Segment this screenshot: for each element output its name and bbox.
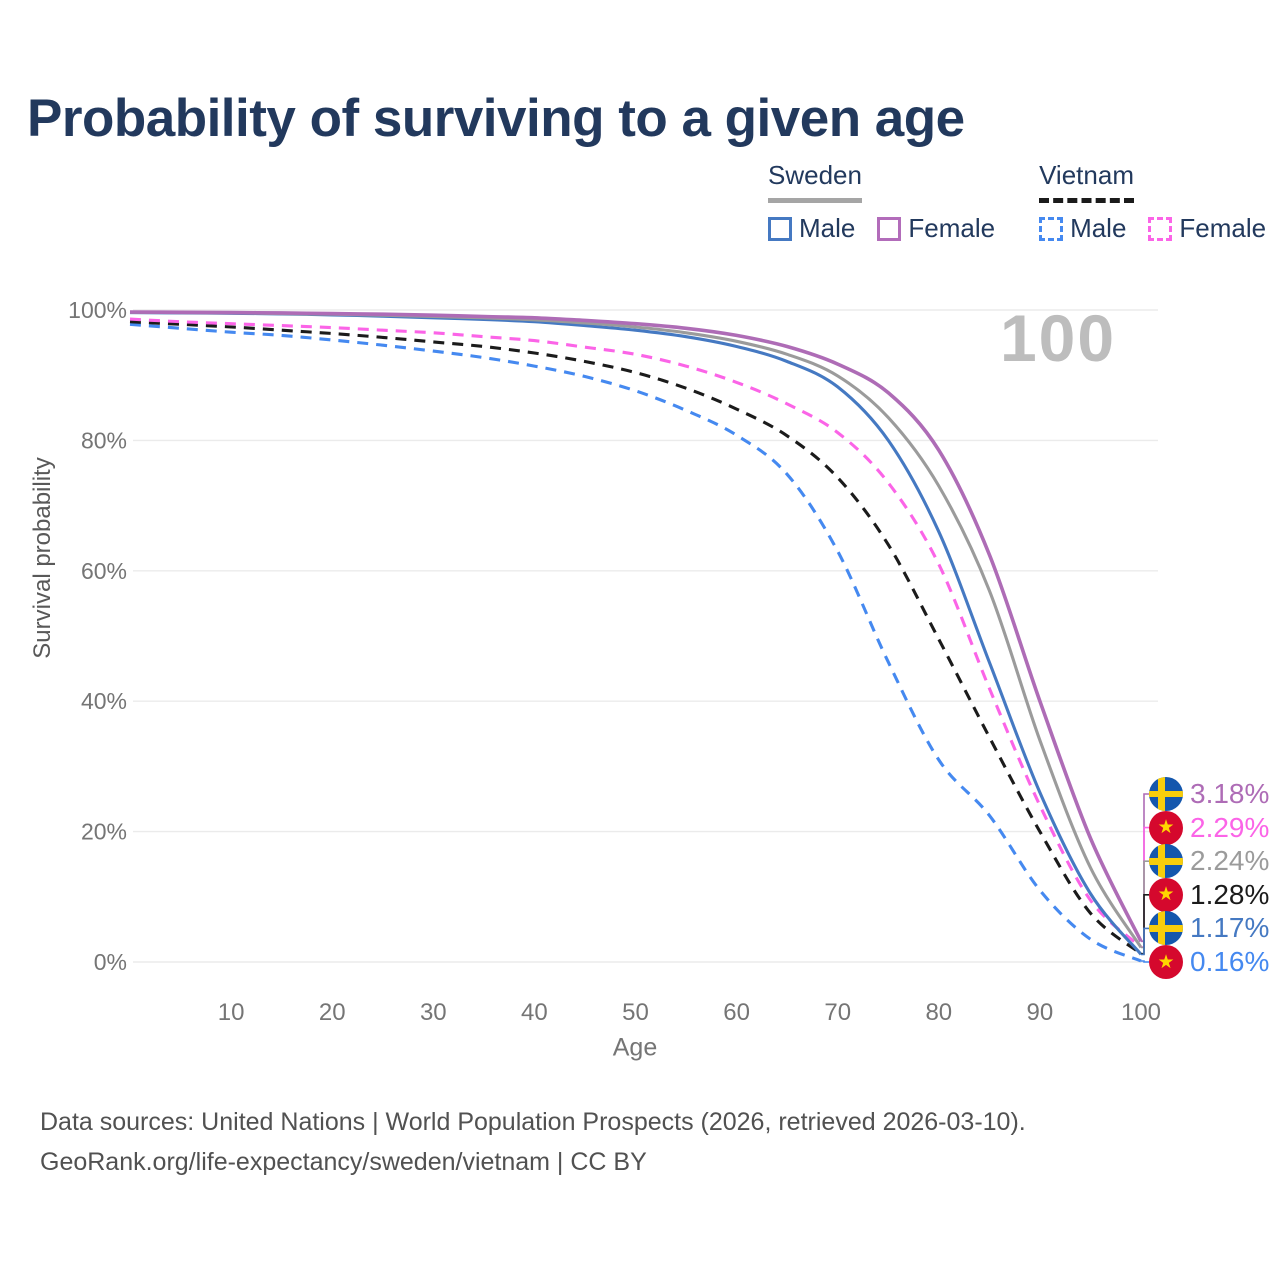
x-axis-label: Age — [612, 1033, 658, 1062]
flag-cross-bar — [1158, 844, 1165, 879]
flag-cross-bar — [1149, 857, 1183, 865]
x-tick-label: 20 — [319, 999, 346, 1026]
end-label-value: 0.16% — [1190, 946, 1270, 977]
y-axis-label: Survival probability — [29, 457, 56, 659]
y-tick-label: 0% — [94, 949, 127, 975]
end-label-row-sweden-male: 1.17% — [1149, 911, 1270, 946]
footer-data-sources: Data sources: United Nations | World Pop… — [40, 1108, 1026, 1136]
end-label-row-sweden-female: 3.18% — [1149, 777, 1269, 811]
legend-item-vietnam-female: Female — [1148, 213, 1266, 244]
age-watermark: 100 — [999, 301, 1117, 375]
x-tick-label: 100 — [1121, 999, 1161, 1026]
x-tick-label: 60 — [723, 999, 750, 1026]
sweden-flag-icon — [1149, 777, 1183, 811]
flag-cross-bar — [1149, 924, 1183, 932]
x-tick-label: 10 — [218, 999, 245, 1026]
series-line-sweden-all — [129, 310, 1143, 949]
legend-item-sweden-male: Male — [768, 213, 855, 244]
x-tick-label: 50 — [622, 999, 649, 1026]
x-tick-label: 30 — [420, 999, 447, 1026]
end-label-value: 2.24% — [1190, 845, 1270, 877]
end-label-value: 1.28% — [1190, 878, 1270, 910]
legend-swatch-icon — [768, 216, 792, 241]
sweden-flag-icon — [1149, 911, 1183, 946]
series-line-sweden-male — [129, 311, 1143, 956]
x-tick-label: 70 — [824, 999, 851, 1026]
end-label-row-vietnam-female: ★ 2.29% — [1149, 810, 1270, 845]
y-tick-label: 40% — [81, 688, 127, 714]
vietnam-flag-icon: ★ — [1149, 877, 1183, 912]
end-label-connector — [1141, 960, 1149, 963]
flag-cross-bar — [1158, 911, 1165, 946]
end-label-connector — [1141, 860, 1149, 949]
footer-attribution: GeoRank.org/life-expectancy/sweden/vietn… — [40, 1148, 647, 1176]
x-tick-label: 40 — [521, 999, 548, 1026]
series-line-sweden-female — [129, 310, 1143, 943]
x-tick-label: 90 — [1027, 999, 1054, 1026]
legend-item-label: Male — [1070, 213, 1127, 243]
end-label-connector — [1141, 927, 1149, 956]
end-label-value: 2.29% — [1190, 811, 1270, 843]
legend: Sweden Male Female Vietnam Male Female — [768, 160, 1266, 244]
sweden-flag-icon — [1149, 844, 1183, 879]
legend-group-sweden: Sweden Male Female — [768, 160, 995, 244]
star-icon: ★ — [1157, 951, 1175, 973]
legend-swatch-icon — [877, 216, 902, 241]
legend-swatch-icon — [1148, 216, 1173, 241]
end-label-row-vietnam-male: ★ 0.16% — [1149, 945, 1269, 979]
legend-item-label: Female — [908, 213, 996, 243]
legend-item-label: Female — [1179, 213, 1267, 243]
star-icon: ★ — [1157, 884, 1175, 906]
x-tick-label: 80 — [925, 999, 952, 1026]
flag-cross-bar — [1158, 777, 1165, 811]
y-tick-label: 20% — [81, 819, 127, 845]
series-line-vietnam-female — [129, 317, 1143, 949]
end-label-value: 1.17% — [1190, 912, 1270, 944]
y-tick-label: 60% — [81, 558, 127, 584]
end-label-connector — [1141, 894, 1149, 955]
y-tick-label: 100% — [68, 297, 127, 323]
legend-country-label: Sweden — [768, 160, 862, 203]
legend-swatch-icon — [1039, 216, 1064, 241]
end-label-connector — [1141, 793, 1149, 943]
legend-items: Male Female — [1039, 213, 1266, 244]
vietnam-flag-icon: ★ — [1149, 810, 1183, 845]
flag-cross-bar — [1149, 790, 1183, 798]
series-line-vietnam-all — [129, 320, 1142, 955]
legend-item-sweden-female: Female — [877, 213, 995, 244]
legend-item-label: Male — [799, 213, 856, 243]
star-icon: ★ — [1157, 817, 1175, 839]
legend-group-vietnam: Vietnam Male Female — [1039, 160, 1266, 244]
end-label-row-vietnam-all: ★ 1.28% — [1149, 877, 1270, 912]
y-tick-label: 80% — [81, 427, 127, 453]
page-title: Probability of surviving to a given age — [27, 89, 965, 148]
legend-items: Male Female — [768, 213, 995, 244]
series-line-vietnam-male — [129, 322, 1142, 963]
legend-country-label: Vietnam — [1039, 160, 1134, 203]
end-label-value: 3.18% — [1190, 778, 1270, 809]
vietnam-flag-icon: ★ — [1149, 945, 1183, 979]
legend-item-vietnam-male: Male — [1039, 213, 1126, 244]
end-label-row-sweden-all: 2.24% — [1149, 844, 1270, 879]
